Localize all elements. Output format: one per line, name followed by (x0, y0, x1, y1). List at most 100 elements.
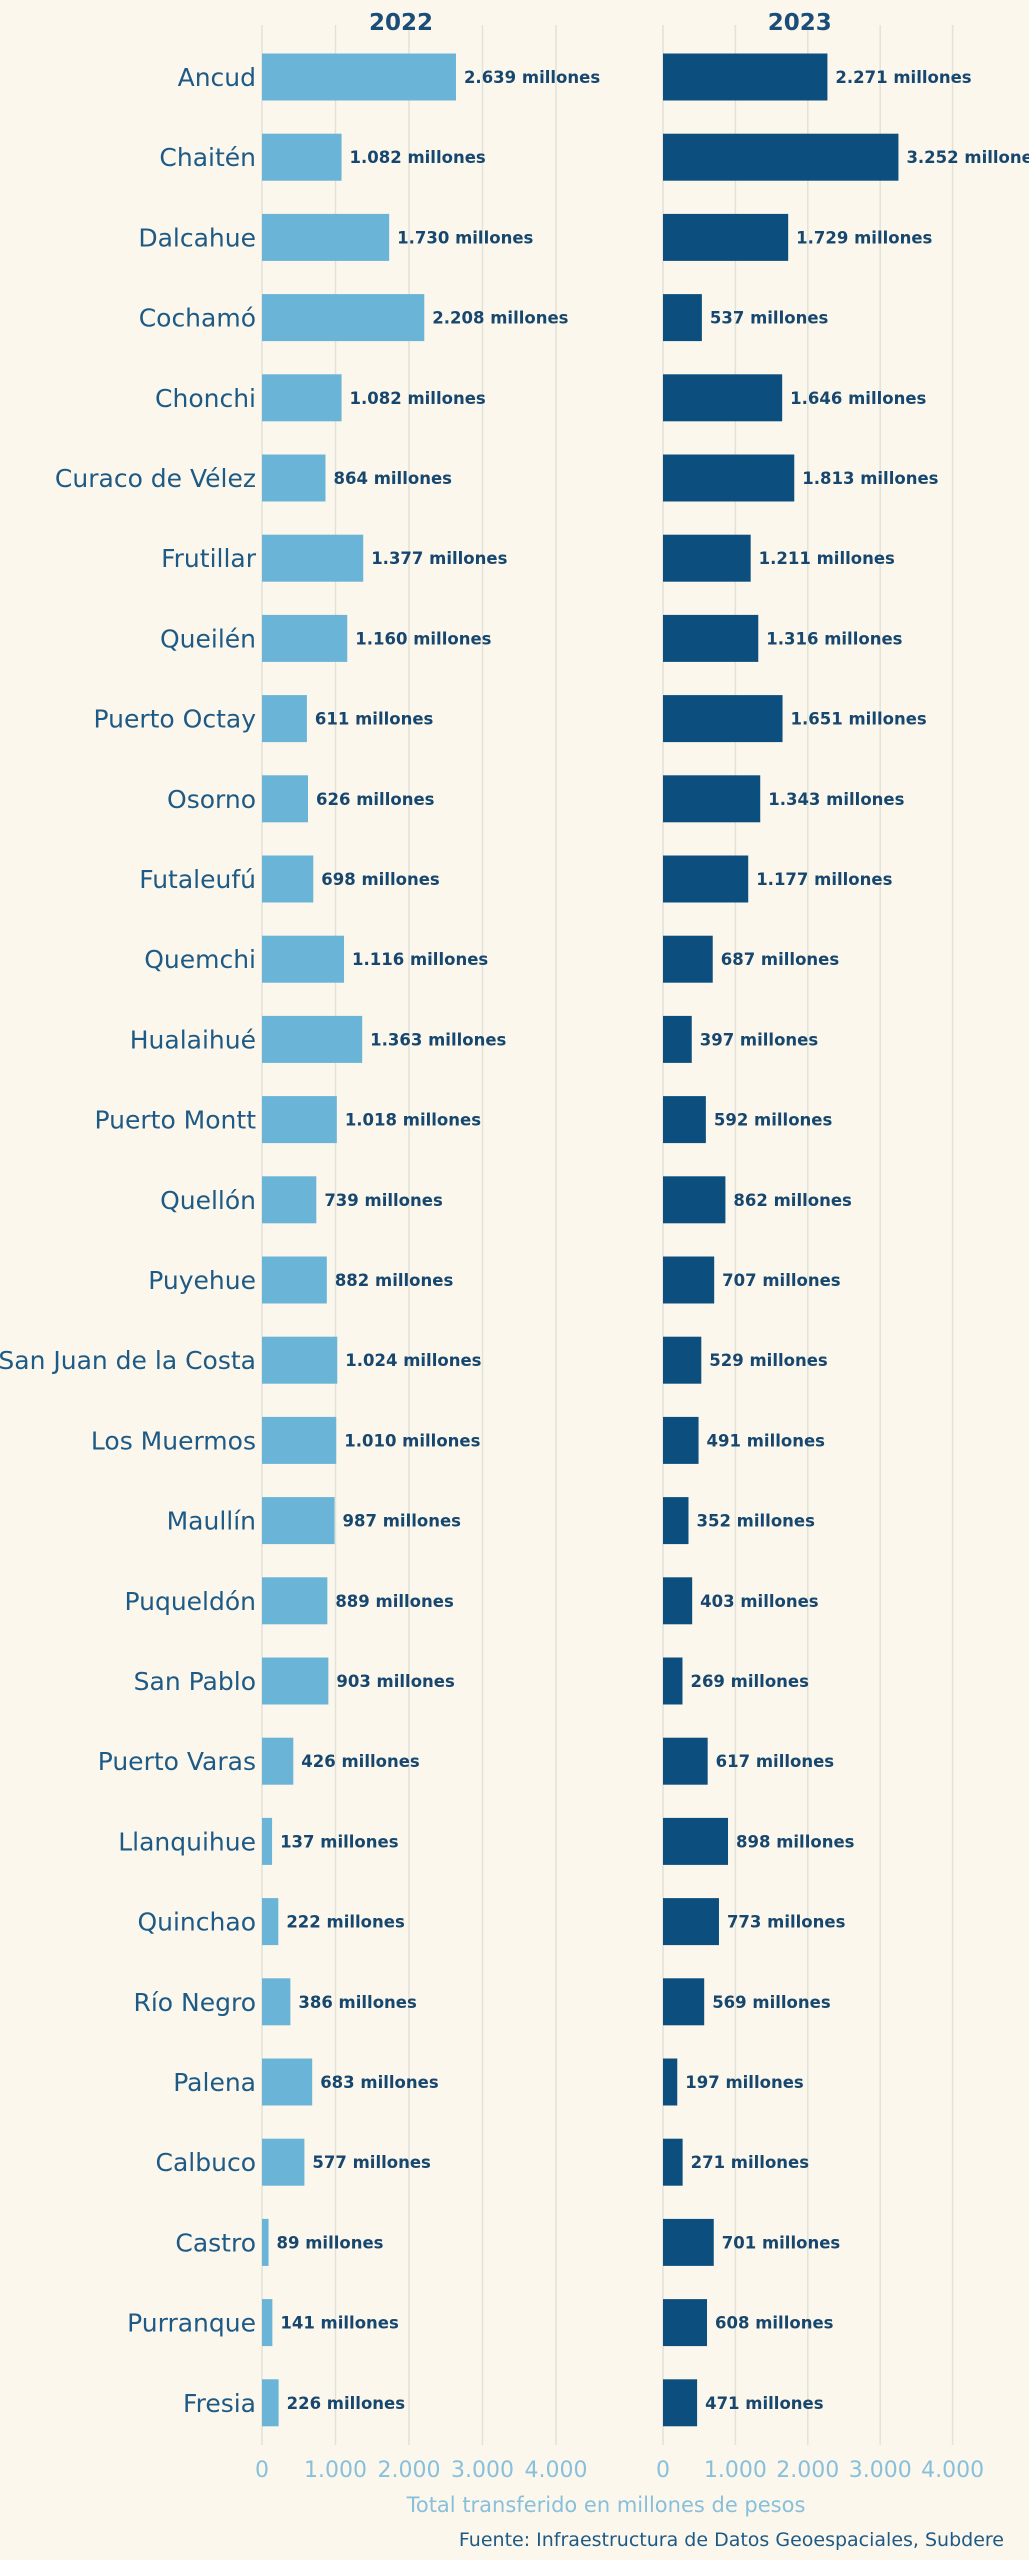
bar-2023-25 (663, 2058, 678, 2106)
value-label-2022-2: 1.730 millones (397, 228, 533, 247)
value-suffix-2022-15: millones (369, 1271, 453, 1290)
value-label-2023-25: 197 millones (685, 2073, 804, 2092)
bar-2023-14 (663, 1176, 726, 1224)
value-label-2022-15: 882 millones (335, 1271, 454, 1290)
value-suffix-2022-29: millones (321, 2394, 405, 2413)
x-tick-label-p1-3: 3.000 (849, 2458, 912, 2483)
value-suffix-2023-22: millones (770, 1832, 854, 1851)
x-tick-label-p0-4: 4.000 (525, 2458, 588, 2483)
value-label-2022-29: 226 millones (287, 2394, 406, 2413)
bar-2023-28 (663, 2299, 708, 2347)
value-label-2022-24: 386 millones (298, 1993, 417, 2012)
category-label-4: Chonchi (155, 384, 256, 413)
category-label-12: Hualaihué (130, 1025, 256, 1054)
x-tick-label-p0-0: 0 (255, 2458, 269, 2483)
bar-2022-6 (262, 534, 364, 582)
value-label-2023-8: 1.651 millones (791, 710, 927, 729)
value-number-2023-28: 608 (715, 2314, 749, 2333)
value-suffix-2023-7: millones (818, 629, 902, 648)
value-number-2022-6: 1.377 (371, 549, 423, 568)
value-number-2023-29: 471 (705, 2394, 739, 2413)
value-number-2023-16: 529 (709, 1351, 743, 1370)
value-label-2022-10: 698 millones (321, 870, 440, 889)
value-suffix-2023-21: millones (750, 1752, 834, 1771)
category-label-11: Quemchi (144, 945, 256, 974)
value-number-2023-4: 1.646 (790, 389, 842, 408)
bar-2023-8 (663, 695, 783, 743)
value-label-2022-7: 1.160 millones (355, 629, 491, 648)
value-number-2023-22: 898 (736, 1832, 770, 1851)
value-suffix-2023-28: millones (749, 2314, 833, 2333)
bar-2023-27 (663, 2218, 714, 2266)
value-suffix-2023-13: millones (748, 1111, 832, 1130)
panel-title-0: 2022 (369, 10, 433, 36)
bar-2022-1 (262, 133, 342, 181)
bar-2023-11 (663, 935, 713, 983)
value-label-2022-22: 137 millones (280, 1832, 399, 1851)
bar-2023-29 (663, 2379, 698, 2427)
bar-2022-28 (262, 2299, 273, 2347)
value-label-2023-9: 1.343 millones (768, 790, 904, 809)
value-label-2023-14: 862 millones (733, 1191, 852, 1210)
bar-2023-13 (663, 1096, 706, 1144)
value-label-2023-11: 687 millones (721, 950, 840, 969)
bar-2023-17 (663, 1416, 699, 1464)
value-suffix-2022-23: millones (321, 1913, 405, 1932)
value-suffix-2023-19: millones (735, 1592, 819, 1611)
value-label-2023-29: 471 millones (705, 2394, 824, 2413)
bar-2022-13 (262, 1096, 337, 1144)
value-label-2023-13: 592 millones (714, 1111, 833, 1130)
category-label-25: Palena (173, 2068, 256, 2097)
value-number-2022-11: 1.116 (352, 950, 404, 969)
value-suffix-2022-14: millones (359, 1191, 443, 1210)
bar-2023-19 (663, 1577, 693, 1625)
value-label-2022-27: 89 millones (277, 2233, 384, 2252)
value-label-2023-6: 1.211 millones (759, 549, 895, 568)
value-suffix-2023-3: millones (744, 309, 828, 328)
bar-2022-26 (262, 2138, 305, 2186)
value-label-2022-9: 626 millones (316, 790, 435, 809)
value-label-2023-5: 1.813 millones (802, 469, 938, 488)
bar-2022-22 (262, 1817, 273, 1865)
bar-2022-7 (262, 614, 348, 662)
value-label-2023-7: 1.316 millones (766, 629, 902, 648)
value-label-2023-16: 529 millones (709, 1351, 828, 1370)
value-number-2023-20: 269 (690, 1672, 724, 1691)
category-label-19: Puqueldón (124, 1587, 256, 1616)
value-suffix-2023-6: millones (811, 549, 895, 568)
value-suffix-2022-10: millones (356, 870, 440, 889)
bar-2022-25 (262, 2058, 313, 2106)
category-label-13: Puerto Montt (95, 1106, 257, 1135)
value-suffix-2023-0: millones (888, 68, 972, 87)
bar-2022-29 (262, 2379, 279, 2427)
value-label-2022-8: 611 millones (315, 710, 434, 729)
value-number-2023-17: 491 (707, 1431, 741, 1450)
value-suffix-2022-26: millones (347, 2153, 431, 2172)
value-suffix-2023-23: millones (761, 1913, 845, 1932)
value-number-2022-24: 386 (298, 1993, 332, 2012)
bar-2022-9 (262, 775, 309, 823)
value-number-2022-7: 1.160 (355, 629, 407, 648)
value-suffix-2023-26: millones (725, 2153, 809, 2172)
category-label-21: Puerto Varas (98, 1747, 256, 1776)
category-label-7: Queilén (160, 624, 256, 653)
value-number-2023-12: 397 (700, 1030, 734, 1049)
value-label-2022-20: 903 millones (336, 1672, 455, 1691)
bar-2023-26 (663, 2138, 683, 2186)
value-suffix-2023-29: millones (740, 2394, 824, 2413)
x-tick-label-p0-1: 1.000 (304, 2458, 367, 2483)
value-suffix-2023-11: millones (755, 950, 839, 969)
value-number-2022-28: 141 (280, 2314, 314, 2333)
value-suffix-2022-11: millones (404, 950, 488, 969)
bar-2023-18 (663, 1497, 689, 1545)
value-suffix-2022-22: millones (315, 1832, 399, 1851)
value-number-2022-27: 89 (277, 2233, 300, 2252)
bar-2023-24 (663, 1978, 705, 2026)
value-suffix-2023-14: millones (768, 1191, 852, 1210)
category-label-15: Puyehue (148, 1266, 256, 1295)
value-number-2022-15: 882 (335, 1271, 369, 1290)
value-number-2023-19: 403 (700, 1592, 734, 1611)
value-number-2022-16: 1.024 (345, 1351, 397, 1370)
value-suffix-2023-12: millones (734, 1030, 818, 1049)
